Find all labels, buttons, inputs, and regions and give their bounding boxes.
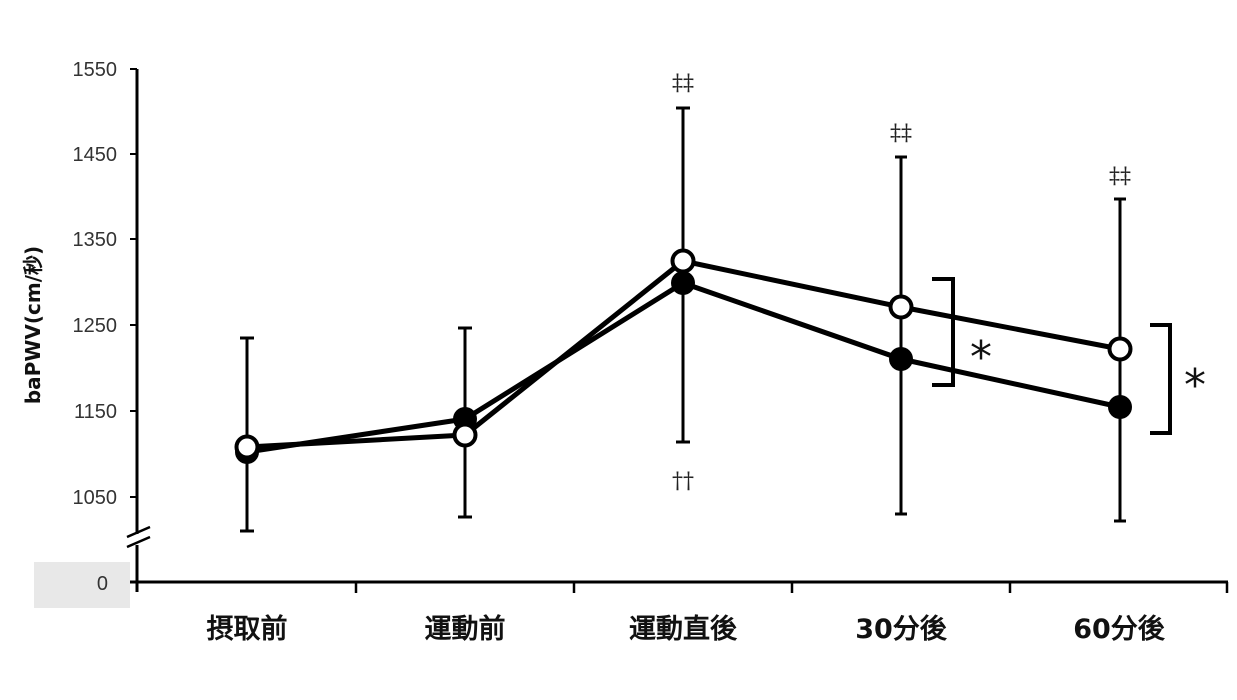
svg-text:1450: 1450 (73, 144, 118, 166)
significance-asterisk: * (1184, 360, 1206, 411)
error-bars (240, 106, 1126, 533)
x-label-exercise-after: 運動直後 (629, 614, 738, 645)
svg-text:1550: 1550 (73, 59, 118, 81)
axis-break-mark (126, 535, 151, 549)
axis-break-mark (126, 525, 151, 539)
x-label-ingestion-before: 摂取前 (207, 613, 288, 645)
svg-text:1350: 1350 (73, 229, 118, 251)
svg-text:1150: 1150 (74, 401, 117, 423)
x-label-60min: 60分後 (1073, 614, 1166, 645)
significance-asterisk: * (970, 332, 992, 383)
dagger-annotation: †† (672, 469, 694, 494)
x-label-30min: 30分後 (855, 614, 948, 645)
x-tick-labels: 摂取前 運動前 運動直後 30分後 60分後 (207, 613, 1166, 645)
significance-bracket (1150, 323, 1172, 435)
x-label-exercise-before: 運動前 (425, 613, 506, 645)
series-open-markers (234, 248, 1133, 460)
significance-bracket (932, 277, 955, 387)
svg-text:0: 0 (97, 573, 108, 595)
double-dagger-annotation: ‡‡ (672, 71, 694, 96)
svg-text:1250: 1250 (73, 315, 118, 337)
y-axis-label: baPWV(cm/秒) (21, 246, 45, 404)
double-dagger-annotation: ‡‡ (890, 121, 912, 146)
x-ticks (354, 582, 1229, 593)
svg-text:1050: 1050 (73, 487, 118, 509)
y-tick-labels: 1550 1450 1350 1250 1150 1050 0 (73, 59, 118, 595)
zero-label-box (34, 562, 130, 608)
double-dagger-annotation: ‡‡ (1109, 164, 1131, 189)
